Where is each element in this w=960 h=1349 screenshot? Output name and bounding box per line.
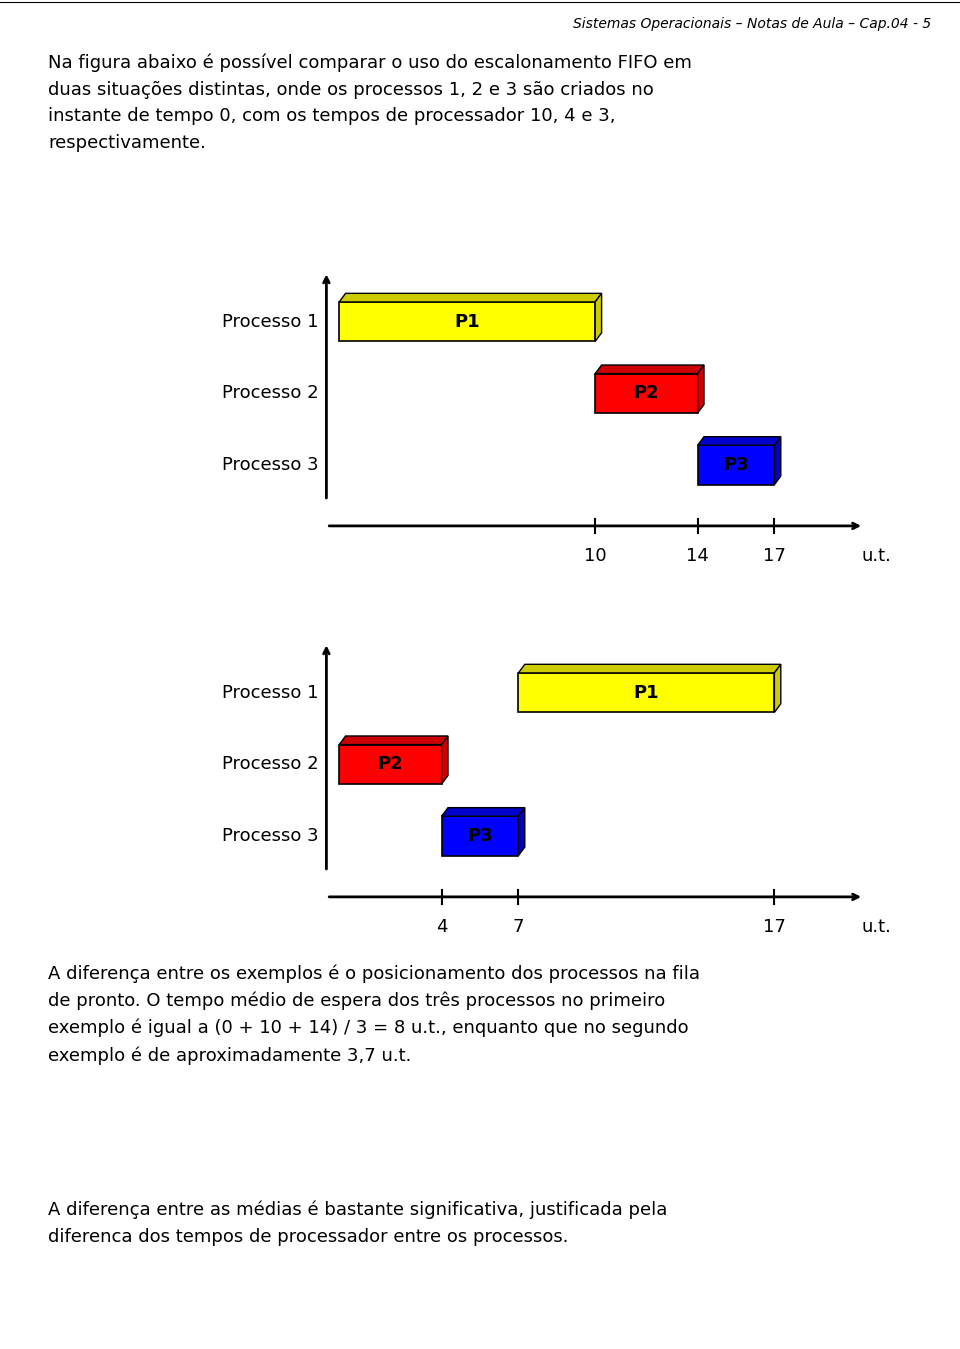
Polygon shape [518,673,775,712]
Polygon shape [775,664,780,712]
Polygon shape [339,302,595,341]
Text: u.t.: u.t. [862,919,892,936]
Text: A diferença entre as médias é bastante significativa, justificada pela
diferenca: A diferença entre as médias é bastante s… [48,1201,667,1245]
Text: 17: 17 [763,548,786,565]
Text: u.t.: u.t. [862,548,892,565]
Text: Processo 2: Processo 2 [222,384,319,402]
Text: P2: P2 [377,755,403,773]
Text: A diferença entre os exemplos é o posicionamento dos processos na fila
de pronto: A diferença entre os exemplos é o posici… [48,965,700,1064]
Polygon shape [442,816,518,855]
Text: P2: P2 [634,384,660,402]
Text: Processo 3: Processo 3 [222,827,319,844]
Text: P3: P3 [468,827,492,844]
Text: 17: 17 [763,919,786,936]
Polygon shape [518,808,525,855]
Polygon shape [775,437,780,484]
Text: Processo 3: Processo 3 [222,456,319,473]
Text: Na figura abaixo é possível comparar o uso do escalonamento FIFO em
duas situaçõ: Na figura abaixo é possível comparar o u… [48,54,692,151]
Polygon shape [595,374,698,413]
Text: Processo 1: Processo 1 [222,684,319,701]
Polygon shape [442,737,448,784]
Text: 4: 4 [436,919,447,936]
Text: P1: P1 [454,313,480,331]
Text: 7: 7 [513,919,524,936]
Polygon shape [518,664,780,673]
Text: 14: 14 [686,548,709,565]
Polygon shape [339,737,448,745]
Polygon shape [595,366,704,374]
Polygon shape [339,293,602,302]
Text: P3: P3 [723,456,749,473]
Text: Processo 1: Processo 1 [222,313,319,331]
Text: Sistemas Operacionais – Notas de Aula – Cap.04 - 5: Sistemas Operacionais – Notas de Aula – … [573,16,931,31]
Text: Processo 2: Processo 2 [222,755,319,773]
Polygon shape [698,445,775,484]
Text: 10: 10 [584,548,607,565]
Polygon shape [595,293,602,341]
Polygon shape [698,437,780,445]
Polygon shape [442,808,525,816]
Text: P1: P1 [634,684,660,701]
Polygon shape [698,366,704,413]
Polygon shape [339,745,442,784]
